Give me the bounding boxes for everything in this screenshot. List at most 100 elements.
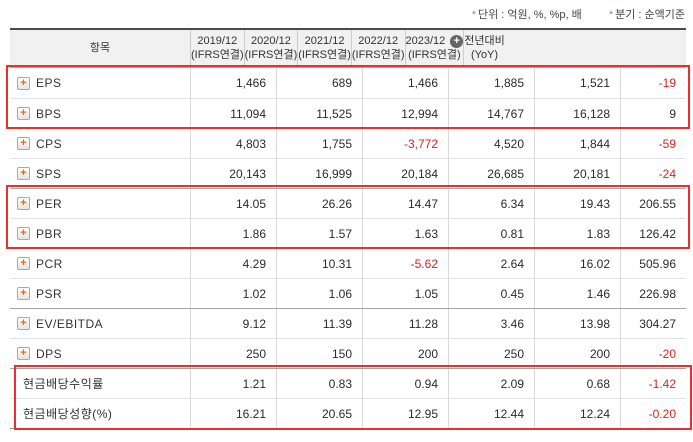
value-cell-2023: 0.68 (534, 369, 620, 398)
table-body: + EPS 1,466 689 1,466 1,885 1,521 -19 + … (10, 68, 686, 429)
value-cell-2022: 14,767 (448, 99, 534, 128)
row-label: PBR (36, 226, 63, 241)
value-cell-2022: 6.34 (448, 189, 534, 218)
table-row: + PER 14.05 26.26 14.47 6.34 19.43 206.5… (10, 188, 686, 218)
row-label-cell: + PER (10, 189, 190, 218)
period-label: 2023/12 (405, 34, 446, 47)
expand-plus-icon[interactable]: + (17, 167, 30, 180)
expand-plus-icon[interactable]: + (17, 137, 30, 150)
accounting-basis-label: (IFRS연결) (351, 48, 405, 61)
value-cell-2023: 12.24 (534, 399, 620, 428)
expand-plus-icon[interactable]: + (17, 287, 30, 300)
row-label: PER (36, 196, 63, 211)
table-row: + PSR 1.02 1.06 1.05 0.45 1.46 226.98 (10, 278, 686, 308)
row-label-cell: 현금배당성향(%) (10, 399, 190, 428)
value-cell-2020: 1.06 (276, 279, 362, 308)
value-cell-2019: 1.02 (190, 279, 276, 308)
value-cell-2019: 11,094 (190, 99, 276, 128)
value-cell-2019: 14.05 (190, 189, 276, 218)
accounting-basis-label: (YoY) (470, 48, 499, 61)
note-basis: * 분기 : 순액기준 (609, 9, 685, 21)
value-cell-2019: 1.21 (190, 369, 276, 398)
value-cell-2023: 1.83 (534, 219, 620, 248)
period-columns: 2019/12 (IFRS연결) 2020/12 (IFRS연결) (190, 30, 505, 67)
financial-ratio-table: 항목 2019/12 (IFRS연결) 2020/12 (6, 28, 692, 430)
value-cell-yoy: 126.42 (620, 219, 686, 248)
value-cell-2023: 1,521 (534, 68, 620, 98)
value-cell-2019: 16.21 (190, 399, 276, 428)
value-cell-2020: 26.26 (276, 189, 362, 218)
value-cell-yoy: 304.27 (620, 309, 686, 338)
value-cell-2023: 16.02 (534, 249, 620, 278)
value-cell-2019: 4,803 (190, 129, 276, 158)
value-cell-2021: 11.28 (362, 309, 448, 338)
value-cell-yoy: -59 (620, 129, 686, 158)
asterisk: * (471, 9, 476, 21)
value-cell-2022: 0.45 (448, 279, 534, 308)
note-unit: * 단위 : 억원, %, %p, 배 (472, 9, 582, 21)
note-unit-text: 단위 : 억원, %, %p, 배 (477, 9, 582, 21)
row-label: 현금배당성향(%) (23, 407, 113, 421)
value-cell-yoy: 505.96 (620, 249, 686, 278)
note-basis-text: 분기 : 순액기준 (615, 9, 685, 21)
accounting-basis-label: (IFRS연결) (298, 48, 351, 61)
row-label-cell: + EV/EBITDA (10, 309, 190, 338)
row-label-cell: + CPS (10, 129, 190, 158)
value-cell-yoy: -24 (620, 159, 686, 188)
column-header-period: 2020/12 (IFRS연결) (243, 30, 298, 67)
column-header-period: 2021/12 (IFRS연결) (297, 30, 351, 67)
value-cell-2019: 4.29 (190, 249, 276, 278)
row-label: SPS (36, 166, 62, 181)
row-label-cell: + PCR (10, 249, 190, 278)
value-cell-yoy: -20 (620, 339, 686, 368)
expand-plus-icon[interactable]: + (17, 107, 30, 120)
value-cell-2021: 12,994 (362, 99, 448, 128)
value-cell-yoy: 9 (620, 99, 686, 128)
add-period-icon[interactable]: + (450, 35, 464, 49)
value-cell-yoy: -0.20 (620, 399, 686, 428)
value-cell-yoy: -1.42 (620, 369, 686, 398)
row-label-cell: + PBR (10, 219, 190, 248)
value-cell-2019: 1.86 (190, 219, 276, 248)
row-label: 현금배당수익률 (23, 377, 104, 391)
period-label: 전년대비 (464, 34, 505, 47)
value-cell-2020: 150 (276, 339, 362, 368)
expand-plus-icon[interactable]: + (17, 197, 30, 210)
value-cell-2021: 1,466 (362, 68, 448, 98)
asterisk: * (608, 9, 614, 21)
period-label: 2021/12 (304, 34, 345, 47)
value-cell-2022: 250 (448, 339, 534, 368)
value-cell-2020: 1,755 (276, 129, 362, 158)
column-header-item: 항목 (10, 30, 190, 67)
accounting-basis-label: (IFRS연결) (191, 48, 244, 61)
column-header-period: 2019/12 (IFRS연결) (190, 30, 244, 67)
row-label: PCR (36, 256, 63, 271)
value-cell-2023: 1,844 (534, 129, 620, 158)
accounting-basis-label: (IFRS연결) (244, 48, 298, 61)
period-label: 2019/12 (197, 34, 238, 47)
row-label: DPS (36, 346, 63, 361)
value-cell-2022: 0.81 (448, 219, 534, 248)
column-header-period: 2023/12 + (IFRS연결) (404, 30, 464, 67)
value-cell-2019: 1,466 (190, 68, 276, 98)
table-row: 현금배당성향(%) 16.21 20.65 12.95 12.44 12.24 … (10, 398, 686, 428)
table-row: + BPS 11,094 11,525 12,994 14,767 16,128… (10, 98, 686, 128)
expand-plus-icon[interactable]: + (17, 317, 30, 330)
expand-plus-icon[interactable]: + (17, 257, 30, 270)
value-cell-2021: 14.47 (362, 189, 448, 218)
value-cell-2020: 11.39 (276, 309, 362, 338)
value-cell-2022: 2.64 (448, 249, 534, 278)
row-label-cell: + SPS (10, 159, 190, 188)
value-cell-yoy: 206.55 (620, 189, 686, 218)
value-cell-2020: 11,525 (276, 99, 362, 128)
table-row: + PBR 1.86 1.57 1.63 0.81 1.83 126.42 (10, 218, 686, 248)
value-cell-2021: -3,772 (362, 129, 448, 158)
column-header-period: 2022/12 (IFRS연결) (350, 30, 405, 67)
expand-plus-icon[interactable]: + (17, 76, 30, 90)
value-cell-2023: 20,181 (534, 159, 620, 188)
expand-plus-icon[interactable]: + (17, 227, 30, 240)
expand-plus-icon[interactable]: + (17, 347, 30, 360)
table-row: 현금배당수익률 1.21 0.83 0.94 2.09 0.68 -1.42 (10, 368, 686, 398)
value-cell-2022: 2.09 (448, 369, 534, 398)
